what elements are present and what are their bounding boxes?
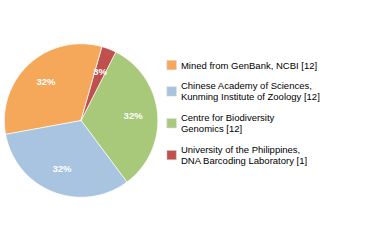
- svg-text:University of the Philippines,: University of the Philippines,DNA Barcod…: [181, 144, 307, 166]
- svg-text:32%: 32%: [37, 76, 57, 87]
- svg-text:32%: 32%: [53, 163, 73, 174]
- svg-text:32%: 32%: [124, 110, 144, 121]
- svg-text:Centre for BiodiversityGenomic: Centre for BiodiversityGenomics [12]: [181, 112, 275, 134]
- svg-text:3%: 3%: [93, 66, 107, 77]
- svg-text:Mined from GenBank, NCBI [12]: Mined from GenBank, NCBI [12]: [181, 60, 317, 71]
- svg-text:Chinese Academy of Sciences,Ku: Chinese Academy of Sciences,Kunming Inst…: [181, 80, 320, 102]
